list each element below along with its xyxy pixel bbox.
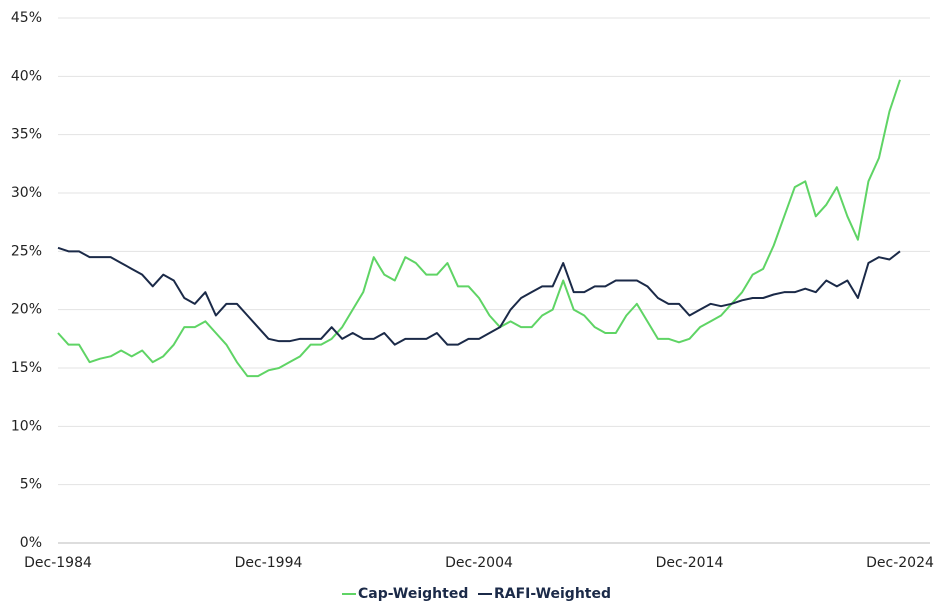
y-tick-label: 45% xyxy=(11,10,42,26)
series-line xyxy=(57,79,901,378)
y-tick-label: 30% xyxy=(11,185,42,201)
x-tick-label: Dec-2024 xyxy=(866,555,934,571)
series-line xyxy=(57,246,901,346)
y-tick-label: 25% xyxy=(11,243,42,259)
legend-label: Cap-Weighted xyxy=(358,586,468,602)
y-tick-label: 40% xyxy=(11,68,42,84)
y-tick-label: 15% xyxy=(11,360,42,376)
y-tick-label: 5% xyxy=(20,477,42,493)
legend-label: RAFI-Weighted xyxy=(494,586,611,602)
x-tick-label: Dec-1984 xyxy=(24,555,92,571)
x-tick-label: Dec-2004 xyxy=(445,555,513,571)
y-tick-label: 20% xyxy=(11,302,42,318)
y-tick-label: 10% xyxy=(11,418,42,434)
x-tick-label: Dec-2014 xyxy=(656,555,724,571)
y-tick-label: 35% xyxy=(11,127,42,143)
y-tick-label: 0% xyxy=(20,535,42,551)
x-tick-label: Dec-1994 xyxy=(235,555,303,571)
